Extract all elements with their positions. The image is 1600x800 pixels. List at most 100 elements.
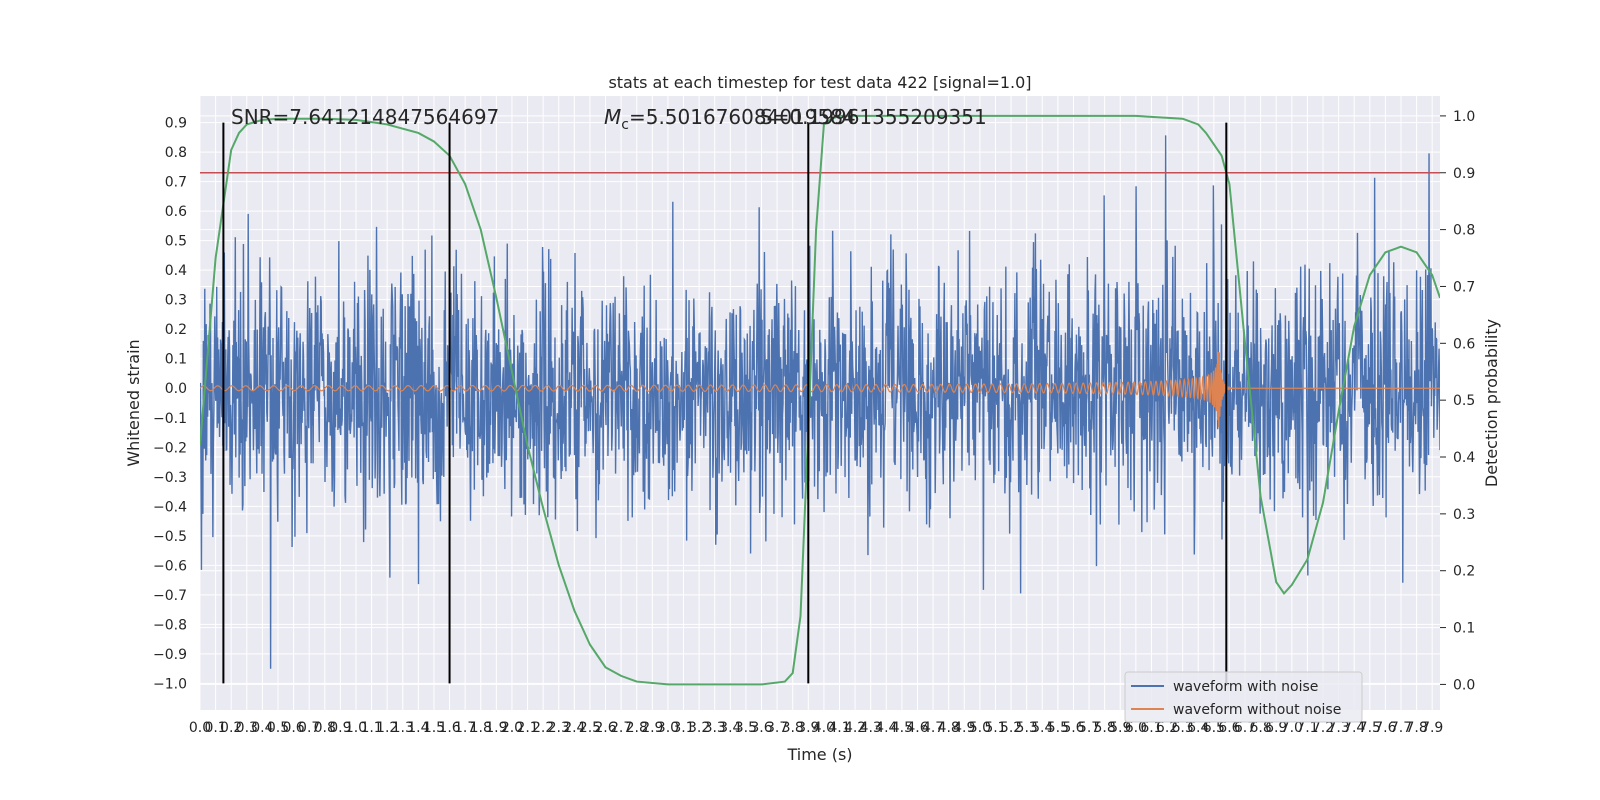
x-tick-label: 1.7 <box>454 720 476 736</box>
y-tick-label: −0.1 <box>153 411 187 427</box>
x-tick-label: 7.8 <box>1405 720 1427 736</box>
y-axis-label: Whitened strain <box>124 339 143 466</box>
y2-tick-label: 0.4 <box>1453 450 1475 466</box>
x-tick-label: 3.1 <box>672 720 694 736</box>
x-tick-label: 0.3 <box>236 720 258 736</box>
chirp-mass-subscript: c <box>621 117 629 133</box>
x-tick-label: 6.1 <box>1140 720 1162 736</box>
x-tick-label: 6.5 <box>1203 720 1225 736</box>
x-tick-label: 0.1 <box>204 720 226 736</box>
y-tick-label: −0.4 <box>153 499 187 515</box>
x-tick-label: 1.2 <box>376 720 398 736</box>
plot-area <box>200 114 1440 686</box>
legend-box <box>1124 671 1363 723</box>
x-tick-label: 3.2 <box>688 720 710 736</box>
y-tick-label: 0.8 <box>165 145 187 161</box>
x-tick-label: 2.2 <box>532 720 554 736</box>
x-tick-label: 5.2 <box>1000 720 1022 736</box>
y2-tick-label: 0.8 <box>1453 223 1475 239</box>
x-tick-label: 7.7 <box>1390 720 1412 736</box>
x-tick-label: 1.9 <box>485 720 507 736</box>
y-tick-label: −0.7 <box>153 588 187 604</box>
y2-tick-label: 0.3 <box>1453 507 1475 523</box>
x-tick-label: 1.4 <box>407 720 429 736</box>
chart-title: stats at each timestep for test data 422… <box>608 73 1031 92</box>
x-tick-label: 2.1 <box>516 720 538 736</box>
x-tick-label: 1.1 <box>360 720 382 736</box>
overlap-annotation: S=0.19961355209351 <box>760 105 987 129</box>
x-tick-label: 1.8 <box>470 720 492 736</box>
y-tick-label: −0.5 <box>153 529 187 545</box>
y-tick-label: −0.2 <box>153 440 187 456</box>
x-tick-label: 6.2 <box>1156 720 1178 736</box>
x-tick-label: 5.9 <box>1109 720 1131 736</box>
y2-axis-ticks: 0.0 0.1 0.2 0.3 0.4 0.5 0.6 0.7 0.8 0.9 1.0 <box>1440 109 1475 693</box>
x-tick-label: 1.6 <box>438 720 460 736</box>
x-tick-label: 2.9 <box>641 720 663 736</box>
x-tick-label: 5.1 <box>984 720 1006 736</box>
x-tick-label: 6.8 <box>1249 720 1271 736</box>
y-tick-label: 0.2 <box>165 322 187 338</box>
y2-tick-label: 0.7 <box>1453 279 1475 295</box>
x-tick-label: 5.8 <box>1094 720 1116 736</box>
x-tick-label: 6.9 <box>1265 720 1287 736</box>
x-tick-label: 6.4 <box>1187 720 1209 736</box>
y2-tick-label: 1.0 <box>1453 109 1475 125</box>
x-tick-label: 7.1 <box>1296 720 1318 736</box>
x-tick-label: 3.4 <box>719 720 741 736</box>
x-tick-label: 7.3 <box>1327 720 1349 736</box>
x-tick-label: 3.5 <box>735 720 757 736</box>
chirp-mass-annotation: Mc=5.501676084019584 <box>604 105 856 133</box>
x-tick-label: 1.5 <box>423 720 445 736</box>
x-tick-label: 2.6 <box>594 720 616 736</box>
x-tick-label: 2.5 <box>579 720 601 736</box>
x-tick-label: 7.0 <box>1281 720 1303 736</box>
y-tick-label: −1.0 <box>153 676 187 692</box>
y2-tick-label: 0.6 <box>1453 336 1475 352</box>
x-tick-label: 6.3 <box>1172 720 1194 736</box>
y-tick-label: −0.3 <box>153 470 187 486</box>
x-tick-label: 6.7 <box>1234 720 1256 736</box>
x-tick-label: 0.8 <box>314 720 336 736</box>
x-tick-label: 4.5 <box>891 720 913 736</box>
x-tick-label: 4.3 <box>860 720 882 736</box>
x-tick-label: 0.7 <box>298 720 320 736</box>
x-tick-label: 7.9 <box>1421 720 1443 736</box>
y2-axis-label: Detection probability <box>1482 319 1501 487</box>
y-tick-label: 0.4 <box>165 263 187 279</box>
x-tick-label: 4.4 <box>875 720 897 736</box>
x-tick-label: 2.7 <box>610 720 632 736</box>
chirp-mass-symbol: M <box>604 105 621 129</box>
y2-tick-label: 0.0 <box>1453 677 1475 693</box>
x-tick-label: 3.7 <box>766 720 788 736</box>
x-tick-label: 5.6 <box>1062 720 1084 736</box>
x-tick-label: 0.5 <box>267 720 289 736</box>
chirp-mass-value: =5.501676084019584 <box>629 105 856 129</box>
legend-label-noise: waveform with noise <box>1173 679 1318 695</box>
x-tick-label: 3.3 <box>704 720 726 736</box>
x-tick-label: 4.9 <box>953 720 975 736</box>
x-tick-label: 4.7 <box>922 720 944 736</box>
x-tick-label: 6.0 <box>1125 720 1147 736</box>
x-tick-label: 3.8 <box>782 720 804 736</box>
y-tick-label: 0.0 <box>165 381 187 397</box>
x-axis-label: Time (s) <box>786 745 852 764</box>
x-tick-label: 2.0 <box>501 720 523 736</box>
y2-tick-label: 0.1 <box>1453 621 1475 637</box>
y2-tick-label: 0.9 <box>1453 166 1475 182</box>
y2-tick-label: 0.2 <box>1453 564 1475 580</box>
y-tick-label: 0.6 <box>165 204 187 220</box>
x-tick-label: 3.9 <box>797 720 819 736</box>
x-tick-label: 2.8 <box>626 720 648 736</box>
x-tick-label: 7.4 <box>1343 720 1365 736</box>
x-tick-label: 0.4 <box>251 720 273 736</box>
snr-annotation: SNR=7.641214847564697 <box>231 105 499 129</box>
noisy-waveform-line <box>200 135 1440 669</box>
legend-label-clean: waveform without noise <box>1173 702 1341 718</box>
y-tick-label: 0.7 <box>165 175 187 191</box>
clean-waveform-line <box>200 351 1440 428</box>
x-tick-label: 5.4 <box>1031 720 1053 736</box>
y-tick-label: −0.6 <box>153 558 187 574</box>
x-tick-label: 4.2 <box>844 720 866 736</box>
